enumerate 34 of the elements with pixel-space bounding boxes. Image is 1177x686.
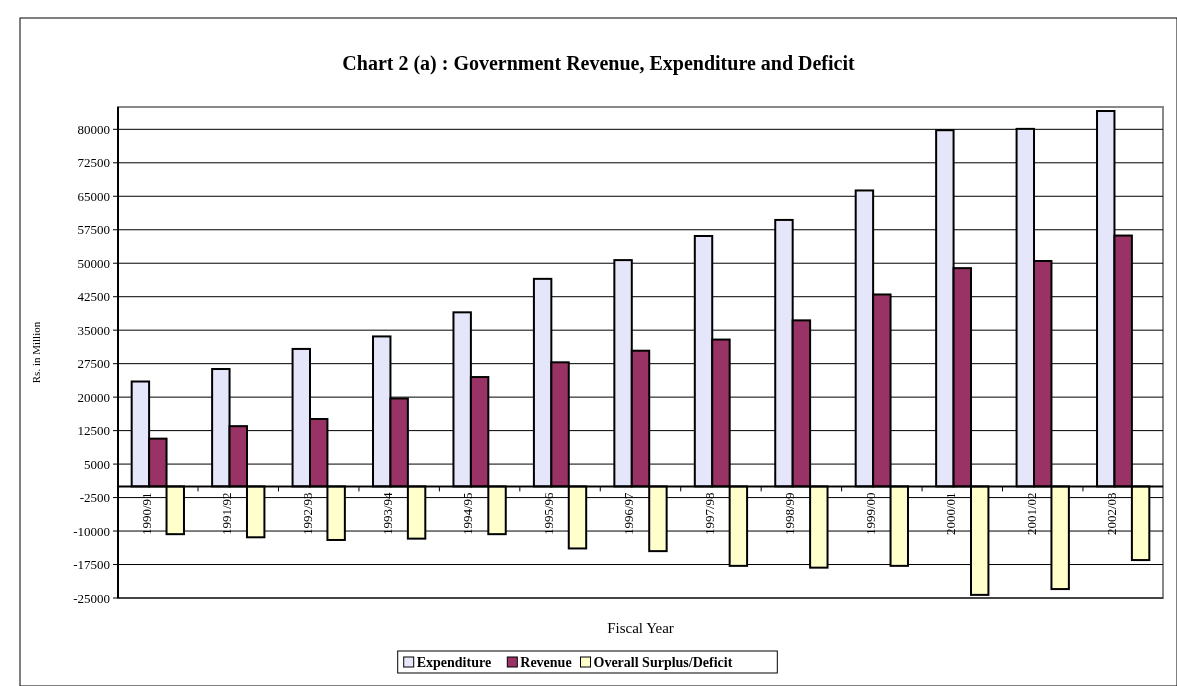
chart-title: Chart 2 (a) : Government Revenue, Expenditure and Deficit bbox=[342, 52, 856, 75]
y-tick-label: 27500 bbox=[77, 356, 110, 372]
x-tick-label: 1997/98 bbox=[701, 492, 717, 536]
y-tick-label: -17500 bbox=[73, 557, 110, 573]
x-tick-label: 1995/96 bbox=[540, 491, 556, 536]
y-tick-label: 12500 bbox=[77, 423, 110, 439]
legend-label: Expenditure bbox=[416, 654, 492, 670]
y-tick-label: 80000 bbox=[77, 121, 110, 137]
x-tick-label: 2001/02 bbox=[1023, 492, 1039, 536]
x-axis-title: Fiscal Year bbox=[607, 620, 674, 636]
y-tick-label: 65000 bbox=[77, 188, 110, 204]
y-tick-label: 5000 bbox=[84, 456, 110, 472]
x-tick-label: 1998/99 bbox=[782, 492, 798, 536]
x-tick-label: 1992/93 bbox=[299, 492, 315, 536]
x-tick-label: 1994/95 bbox=[460, 492, 476, 536]
y-tick-label: 57500 bbox=[77, 222, 110, 238]
y-axis-title: Rs. in Million bbox=[30, 321, 42, 384]
y-tick-label: 35000 bbox=[77, 322, 110, 338]
y-tick-label: 42500 bbox=[77, 289, 110, 305]
x-tick-label: 1991/92 bbox=[219, 492, 235, 536]
x-tick-label: 1996/97 bbox=[621, 491, 637, 536]
y-tick-label: 20000 bbox=[77, 389, 110, 405]
x-tick-label: 1999/00 bbox=[862, 492, 878, 536]
legend-label: Overall Surplus/Deficit bbox=[593, 654, 733, 670]
x-tick-label: 1993/94 bbox=[380, 491, 395, 536]
legend-label: Revenue bbox=[520, 654, 572, 670]
y-tick-label: -10000 bbox=[73, 523, 110, 539]
y-tick-label: 72500 bbox=[77, 155, 110, 171]
x-tick-label: 2002/03 bbox=[1104, 492, 1120, 536]
y-tick-label: -2500 bbox=[79, 490, 110, 506]
y-tick-label: 50000 bbox=[77, 255, 110, 271]
x-tick-label: 1990/91 bbox=[138, 492, 154, 536]
x-tick-label: 2000/01 bbox=[943, 492, 959, 536]
y-tick-label: -25000 bbox=[73, 590, 110, 606]
